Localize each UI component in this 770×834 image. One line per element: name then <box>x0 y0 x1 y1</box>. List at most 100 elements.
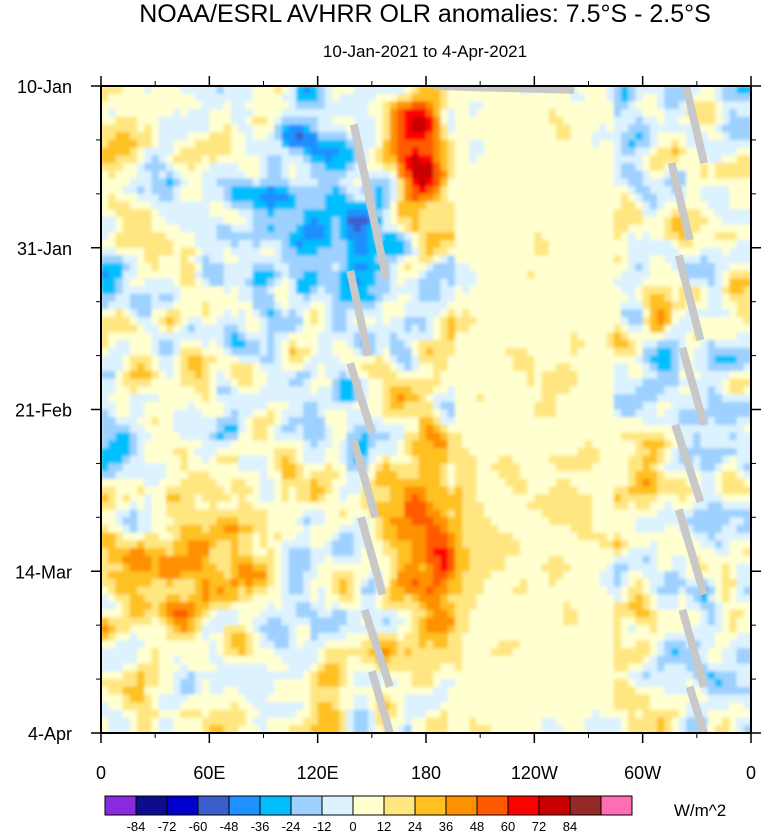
anomaly-cell <box>238 501 247 511</box>
anomaly-cell <box>187 240 196 249</box>
anomaly-cell <box>310 417 319 426</box>
anomaly-cell <box>375 163 384 172</box>
anomaly-cell <box>274 301 283 310</box>
anomaly-cell <box>361 494 369 503</box>
anomaly-cell <box>613 417 622 426</box>
anomaly-cell <box>556 116 564 126</box>
anomaly-cell <box>216 355 225 364</box>
anomaly-cell <box>151 494 160 503</box>
anomaly-cell <box>281 448 290 457</box>
anomaly-cell <box>404 286 413 295</box>
anomaly-cell <box>346 455 355 465</box>
anomaly-cell <box>556 378 564 387</box>
anomaly-cell <box>426 301 434 310</box>
anomaly-cell <box>454 347 463 357</box>
anomaly-cell <box>714 370 723 380</box>
anomaly-cell <box>714 232 723 241</box>
anomaly-cell <box>570 340 579 349</box>
anomaly-cell <box>108 424 117 434</box>
anomaly-cell <box>122 224 131 233</box>
anomaly-cell <box>122 170 131 180</box>
anomaly-cell <box>404 147 413 156</box>
anomaly-cell <box>216 101 225 110</box>
anomaly-cell <box>216 201 225 210</box>
anomaly-cell <box>187 163 196 172</box>
anomaly-cell <box>310 255 319 264</box>
anomaly-cell <box>743 240 751 249</box>
anomaly-cell <box>274 101 283 110</box>
anomaly-cell <box>375 378 384 387</box>
anomaly-cell <box>707 486 716 495</box>
anomaly-cell <box>541 394 550 403</box>
anomaly-cell <box>281 240 290 249</box>
anomaly-cell <box>693 170 702 180</box>
anomaly-cell <box>404 455 413 465</box>
anomaly-cell <box>317 332 326 341</box>
anomaly-cell <box>469 186 478 195</box>
anomaly-cell <box>173 170 182 180</box>
anomaly-cell <box>743 409 751 418</box>
anomaly-cell <box>158 255 167 264</box>
anomaly-cell <box>722 455 730 465</box>
anomaly-cell <box>686 440 694 449</box>
anomaly-cell <box>339 278 348 287</box>
anomaly-cell <box>642 247 651 257</box>
anomaly-cell <box>527 347 535 357</box>
anomaly-cell <box>223 86 232 95</box>
anomaly-cell <box>404 255 413 264</box>
anomaly-cell <box>346 186 355 195</box>
anomaly-cell <box>115 324 124 334</box>
anomaly-cell <box>281 270 290 280</box>
anomaly-cell <box>389 193 398 203</box>
anomaly-cell <box>382 193 391 203</box>
anomaly-cell <box>534 501 543 511</box>
anomaly-cell <box>252 124 261 133</box>
anomaly-cell <box>440 278 449 287</box>
anomaly-cell <box>288 193 297 203</box>
anomaly-cell <box>678 139 687 149</box>
anomaly-cell <box>353 255 362 264</box>
anomaly-cell <box>657 186 665 195</box>
anomaly-cell <box>491 155 499 164</box>
anomaly-cell <box>303 317 312 326</box>
anomaly-cell <box>469 424 478 434</box>
anomaly-cell <box>693 355 702 364</box>
anomaly-cell <box>649 293 658 303</box>
anomaly-cell <box>288 509 297 518</box>
anomaly-cell <box>743 501 751 511</box>
anomaly-cell <box>259 170 268 180</box>
anomaly-cell <box>426 147 434 156</box>
anomaly-cell <box>187 224 196 233</box>
anomaly-cell <box>389 93 398 102</box>
anomaly-cell <box>368 278 377 287</box>
anomaly-cell <box>505 101 514 110</box>
anomaly-cell <box>245 201 254 210</box>
anomaly-cell <box>115 309 124 318</box>
anomaly-cell <box>346 201 355 210</box>
anomaly-cell <box>151 247 160 257</box>
anomaly-cell <box>635 471 644 480</box>
anomaly-cell <box>389 347 398 357</box>
anomaly-cell <box>187 424 196 434</box>
anomaly-cell <box>743 193 751 203</box>
anomaly-cell <box>411 324 420 334</box>
anomaly-cell <box>657 370 665 380</box>
anomaly-cell <box>332 216 340 226</box>
anomaly-cell <box>527 93 535 102</box>
anomaly-cell <box>476 394 485 403</box>
anomaly-cell <box>216 448 225 457</box>
anomaly-cell <box>158 501 167 511</box>
anomaly-cell <box>310 394 319 403</box>
anomaly-cell <box>483 209 492 218</box>
anomaly-cell <box>613 224 622 233</box>
anomaly-cell <box>194 224 203 233</box>
anomaly-cell <box>599 124 608 133</box>
anomaly-cell <box>404 186 413 195</box>
anomaly-cell <box>462 147 470 156</box>
anomaly-cell <box>187 193 196 203</box>
anomaly-cell <box>541 370 550 380</box>
anomaly-cell <box>505 124 514 133</box>
anomaly-cell <box>454 455 463 465</box>
anomaly-cell <box>151 448 160 457</box>
anomaly-cell <box>707 209 716 218</box>
